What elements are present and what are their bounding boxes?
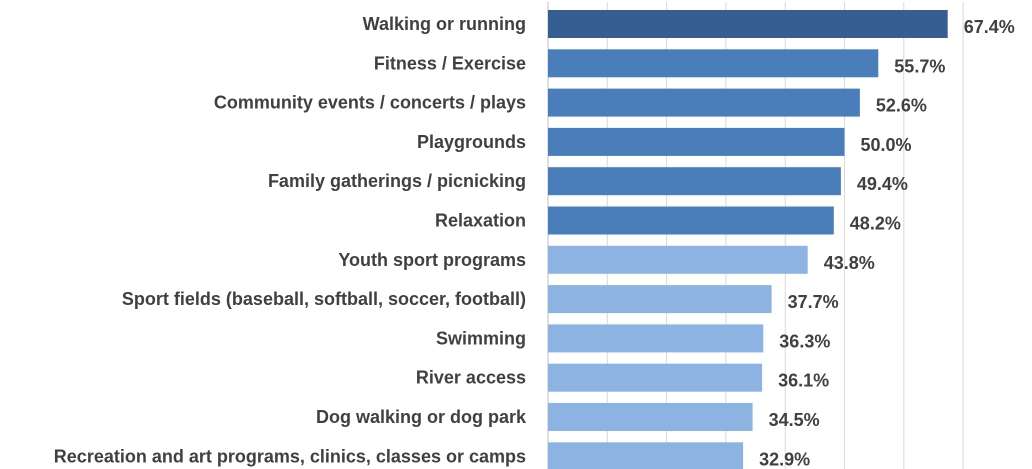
bar [548,10,948,38]
value-label: 49.4% [857,174,908,194]
category-label: Youth sport programs [338,250,526,270]
category-label: Family gatherings / picnicking [268,171,526,191]
category-label: Community events / concerts / plays [214,93,526,113]
category-label: Relaxation [435,211,526,231]
category-label: Swimming [436,328,526,348]
value-label: 34.5% [769,410,820,430]
bar [548,206,834,235]
bar [548,49,879,78]
bar [548,245,808,274]
bar [548,442,744,469]
value-label: 50.0% [861,135,912,155]
bar [548,324,764,353]
value-labels: 67.4% 55.7% 52.6% 50.0% 49.4% 48.2% 43.8% 37.7%… [759,17,1015,469]
bar [548,88,860,117]
category-labels: Walking or running Fitness / Exercise Comm… [54,14,527,466]
bar [548,285,772,314]
value-label: 52.6% [876,96,927,116]
value-label: 36.3% [779,331,830,351]
value-label: 48.2% [850,214,901,234]
category-label: River access [416,368,526,388]
bar [548,403,753,431]
bars [548,10,948,469]
category-label: Recreation and art programs, clinics, cl… [54,446,526,466]
bar [548,127,845,156]
bar [548,167,841,196]
category-label: Playgrounds [417,132,526,152]
value-label: 32.9% [759,449,810,469]
gridlines [547,2,964,469]
category-label: Dog walking or dog park [316,407,527,427]
value-label: 43.8% [824,253,875,273]
bar [548,363,763,392]
value-label: 67.4% [964,17,1015,37]
value-label: 55.7% [894,56,945,76]
category-label: Walking or running [363,14,526,34]
category-label: Sport fields (baseball, softball, soccer… [122,289,526,309]
category-label: Fitness / Exercise [374,53,526,73]
value-label: 36.1% [778,371,829,391]
value-label: 37.7% [788,292,839,312]
